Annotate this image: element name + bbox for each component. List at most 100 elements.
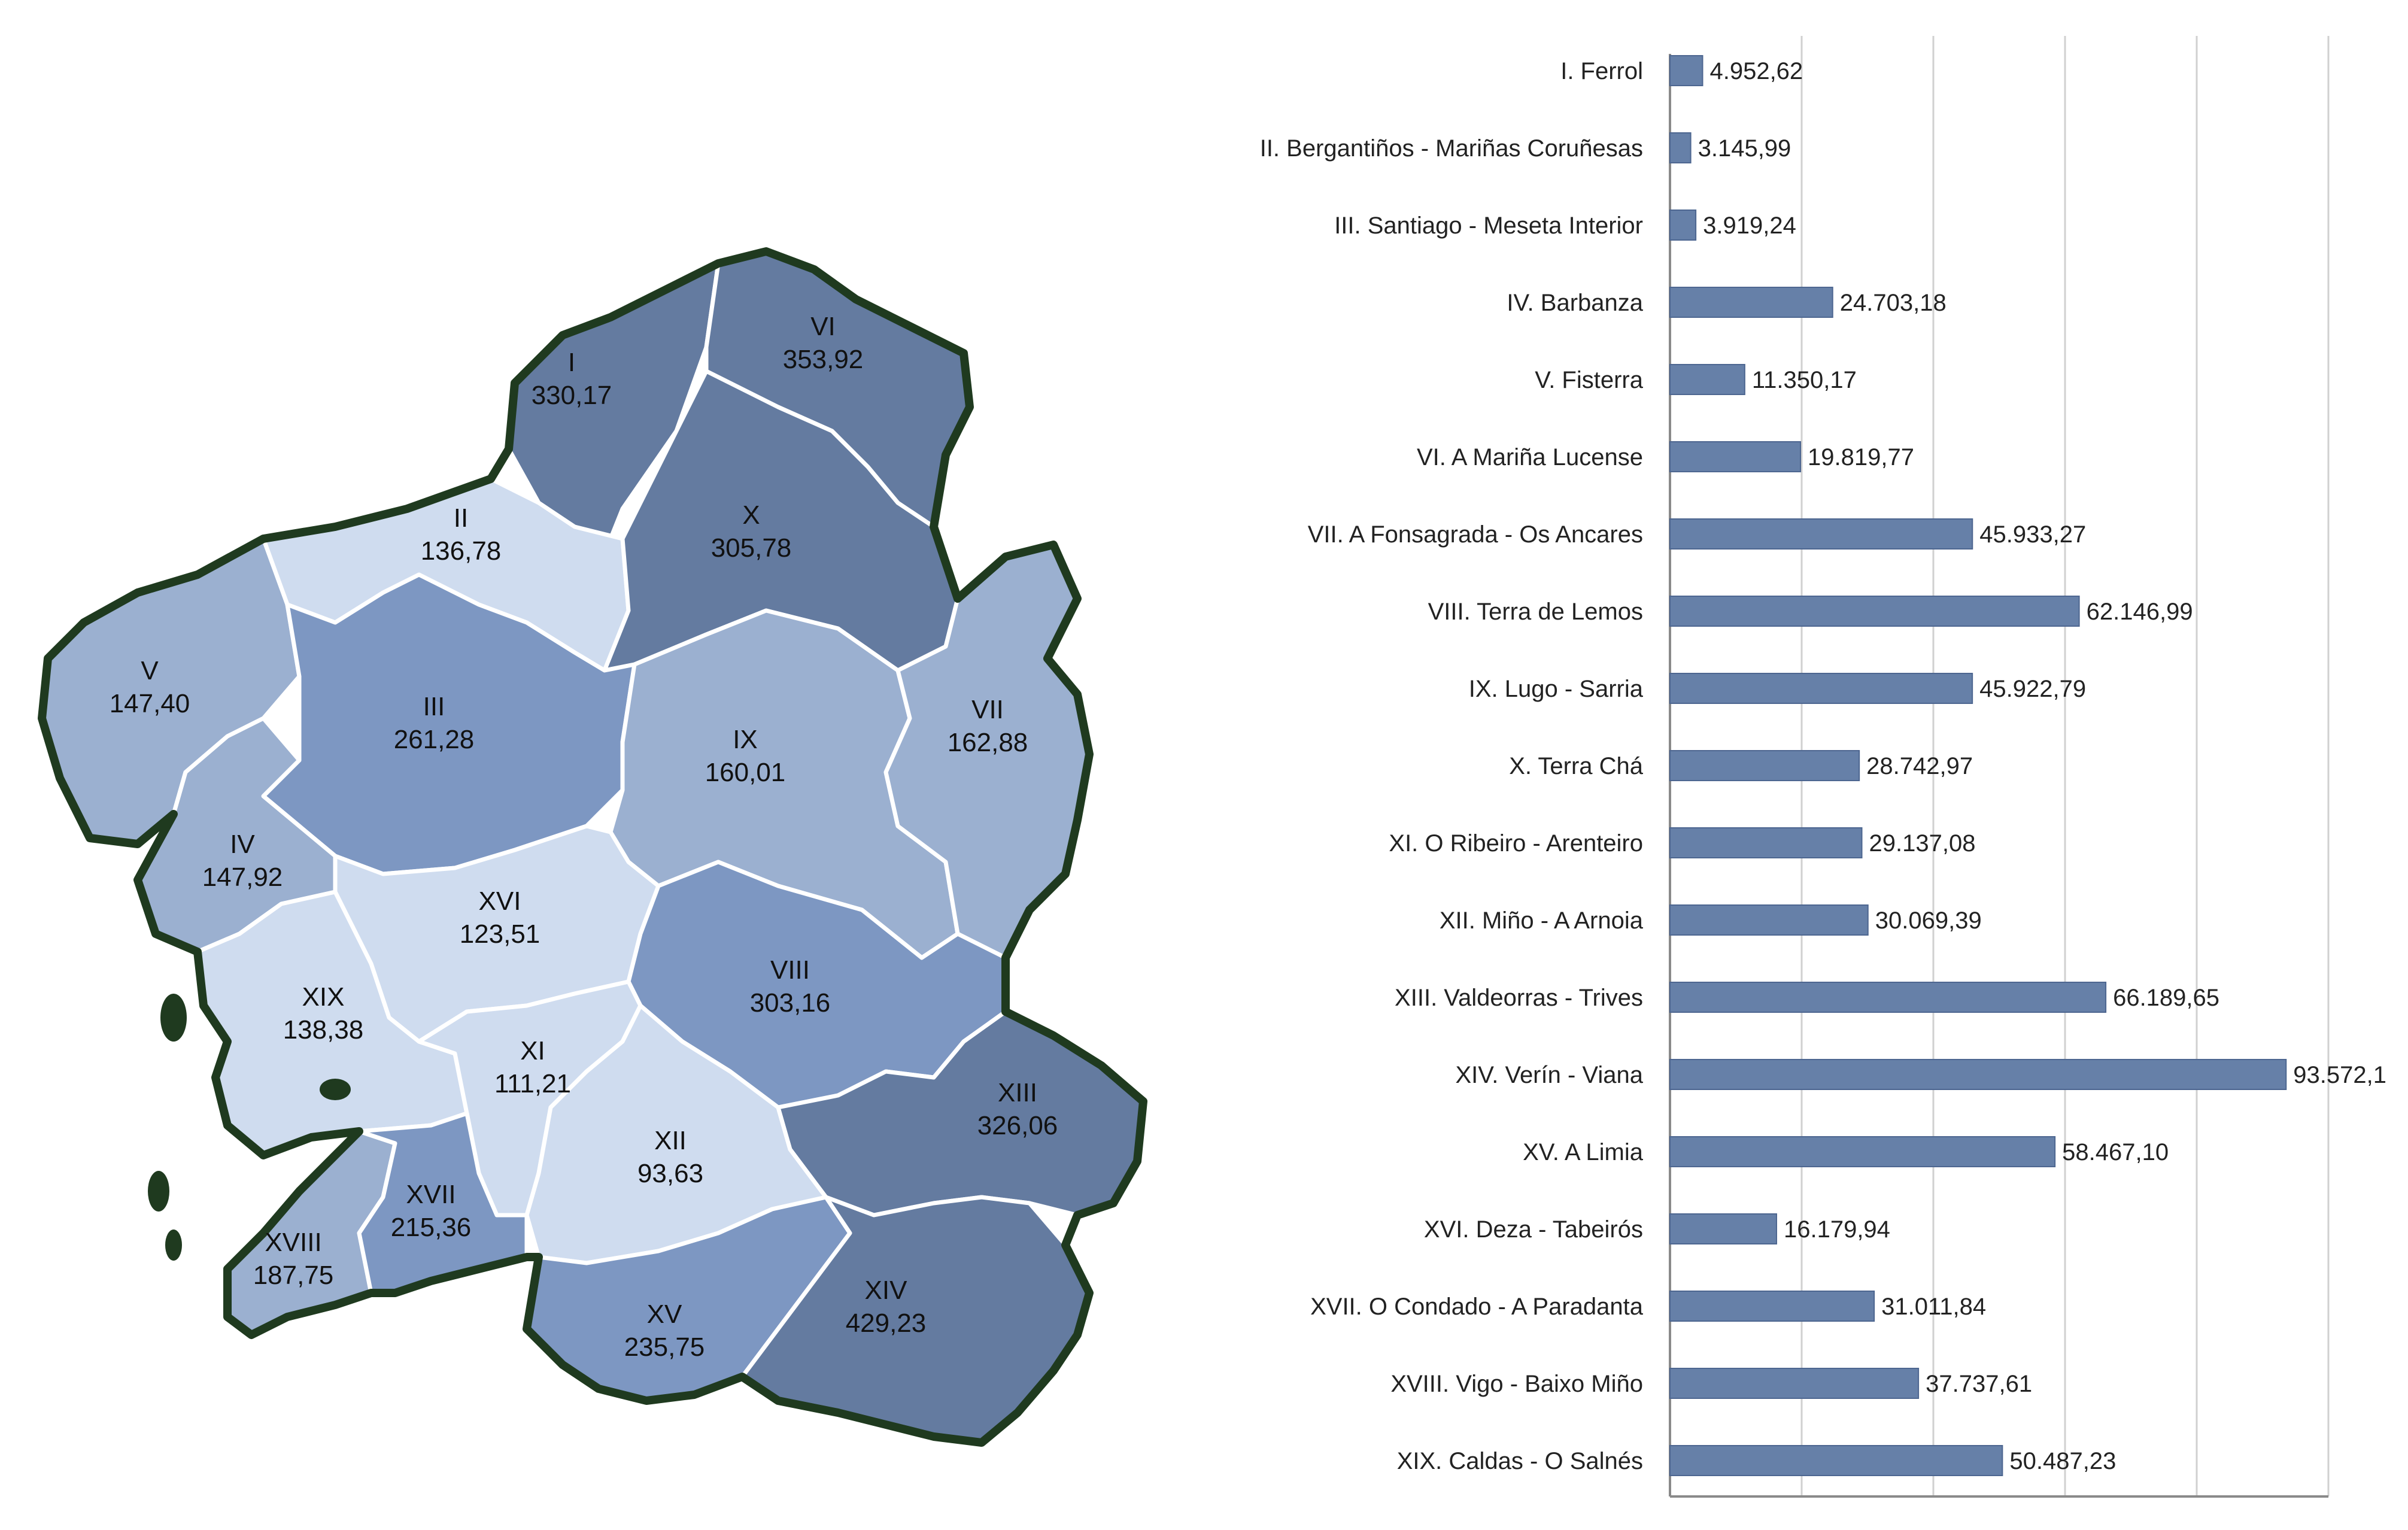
map-label-value-XIX: 138,38	[283, 1015, 364, 1045]
value-label-14: 93.572,1	[2293, 1062, 2386, 1088]
category-label-9: IX. Lugo - Sarria	[1469, 676, 1644, 702]
category-label-6: VI. A Mariña Lucense	[1417, 444, 1643, 470]
map-label-roman-V: V	[141, 656, 159, 685]
map-label-value-IX: 160,01	[705, 758, 786, 787]
value-label-18: 37.737,61	[1926, 1371, 2032, 1397]
bar-9	[1669, 673, 1973, 704]
category-label-19: XIX. Caldas - O Salnés	[1397, 1448, 1643, 1474]
map-label-value-XVII: 215,36	[391, 1213, 472, 1242]
category-label-4: IV. Barbanza	[1507, 290, 1643, 316]
map-label-value-VIII: 303,16	[750, 988, 831, 1018]
map-label-value-XVI: 123,51	[460, 919, 540, 949]
map-label-roman-II: II	[454, 503, 468, 533]
map-label-roman-XV: XV	[647, 1300, 682, 1329]
island-cies	[148, 1171, 169, 1212]
value-label-7: 45.933,27	[1979, 521, 2086, 548]
category-label-18: XVIII. Vigo - Baixo Miño	[1390, 1371, 1643, 1397]
map-label-value-XIV: 429,23	[846, 1309, 927, 1338]
map-label-roman-III: III	[423, 692, 445, 721]
value-label-4: 24.703,18	[1840, 290, 1947, 316]
map-label-value-V: 147,40	[110, 689, 190, 718]
map-label-value-XV: 235,75	[624, 1332, 705, 1362]
bar-15	[1669, 1136, 2056, 1167]
map-label-value-VI: 353,92	[783, 345, 864, 374]
value-label-12: 30.069,39	[1875, 907, 1982, 934]
bar-13	[1669, 982, 2107, 1013]
map-label-roman-VIII: VIII	[770, 955, 810, 985]
map-label-value-XVIII: 187,75	[253, 1261, 334, 1290]
map-label-roman-VI: VI	[810, 312, 836, 341]
map-label-roman-XVI: XVI	[479, 887, 521, 916]
value-label-19: 50.487,23	[2009, 1448, 2116, 1474]
map-label-value-II: 136,78	[421, 536, 502, 566]
category-label-14: XIV. Verín - Viana	[1455, 1062, 1643, 1088]
bar-8	[1669, 596, 2080, 627]
map-svg: I 330,17 II 136,78 III 261,28 IV 147,92 …	[38, 247, 1147, 1447]
bar-6	[1669, 441, 1802, 472]
category-label-13: XIII. Valdeorras - Trives	[1395, 985, 1643, 1011]
island-arousa	[320, 1079, 351, 1100]
map-label-roman-XII: XII	[654, 1126, 687, 1155]
bar-12	[1669, 904, 1869, 936]
map-label-roman-XVII: XVII	[406, 1180, 456, 1209]
bar-10	[1669, 750, 1860, 781]
map-label-value-XII: 93,63	[637, 1159, 703, 1188]
category-label-5: V. Fisterra	[1535, 367, 1644, 393]
map-islands	[148, 994, 351, 1261]
map-label-roman-XIV: XIV	[865, 1276, 908, 1305]
map-label-roman-X: X	[742, 500, 760, 530]
value-label-13: 66.189,65	[2113, 985, 2219, 1011]
bar-chart-svg: I. Ferrol 4.952,62 II. Bergantiños - Mariñ…	[1260, 36, 2386, 1498]
value-label-9: 45.922,79	[1979, 676, 2086, 702]
map-labels: I 330,17 II 136,78 III 261,28 IV 147,92 …	[110, 312, 1058, 1362]
bar-3	[1669, 210, 1697, 241]
value-label-17: 31.011,84	[1881, 1294, 1986, 1320]
map-coastline	[38, 247, 1147, 1447]
bar-16	[1669, 1213, 1777, 1244]
value-label-1: 4.952,62	[1709, 58, 1803, 84]
island-ons	[160, 994, 187, 1042]
bar-1	[1669, 55, 1703, 86]
map-label-value-XIII: 326,06	[977, 1111, 1058, 1140]
category-label-2: II. Bergantiños - Mariñas Coruñesas	[1260, 135, 1643, 162]
category-label-12: XII. Miño - A Arnoia	[1440, 907, 1644, 934]
bar-11	[1669, 827, 1863, 858]
map-label-roman-XIX: XIX	[302, 982, 345, 1012]
category-label-10: X. Terra Chá	[1509, 753, 1644, 779]
category-label-17: XVII. O Condado - A Paradanta	[1310, 1294, 1644, 1320]
map-label-roman-VII: VII	[971, 695, 1004, 724]
value-label-3: 3.919,24	[1703, 212, 1796, 239]
bar-18	[1669, 1368, 1920, 1399]
map-label-value-XI: 111,21	[494, 1069, 571, 1098]
map-label-roman-XVIII: XVIII	[265, 1228, 321, 1257]
category-label-1: I. Ferrol	[1560, 58, 1643, 84]
value-label-16: 16.179,94	[1784, 1216, 1890, 1243]
category-label-3: III. Santiago - Meseta Interior	[1334, 212, 1643, 239]
bar-14	[1669, 1059, 2287, 1090]
map-label-roman-XI: XI	[520, 1036, 545, 1065]
value-label-6: 19.819,77	[1808, 444, 1914, 470]
map-label-roman-IV: IV	[230, 830, 255, 859]
category-label-16: XVI. Deza - Tabeirós	[1424, 1216, 1643, 1243]
category-label-11: XI. O Ribeiro - Arenteiro	[1389, 830, 1643, 857]
value-label-11: 29.137,08	[1869, 830, 1976, 857]
value-label-10: 28.742,97	[1866, 753, 1973, 779]
map-label-roman-XIII: XIII	[998, 1078, 1037, 1107]
bar-5	[1669, 364, 1745, 395]
bar-2	[1669, 132, 1692, 163]
category-label-15: XV. A Limia	[1523, 1139, 1644, 1165]
value-label-15: 58.467,10	[2062, 1139, 2169, 1165]
value-label-2: 3.145,99	[1698, 135, 1791, 162]
value-label-8: 62.146,99	[2087, 599, 2193, 625]
category-label-8: VIII. Terra de Lemos	[1428, 599, 1643, 625]
bar-chart: I. Ferrol 4.952,62 II. Bergantiños - Mariñ…	[1167, 0, 2408, 1527]
category-label-7: VII. A Fonsagrada - Os Ancares	[1308, 521, 1643, 548]
map-label-roman-I: I	[568, 348, 575, 377]
galicia-map: I 330,17 II 136,78 III 261,28 IV 147,92 …	[0, 0, 1167, 1527]
value-label-5: 11.350,17	[1752, 367, 1857, 393]
bar-17	[1669, 1291, 1875, 1322]
map-label-value-I: 330,17	[532, 381, 612, 410]
map-label-value-IV: 147,92	[202, 863, 283, 892]
bar-19	[1669, 1445, 2003, 1476]
bar-7	[1669, 518, 1973, 550]
